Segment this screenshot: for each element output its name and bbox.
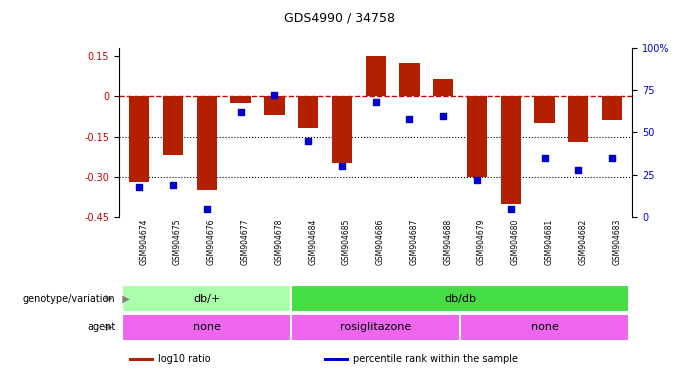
Text: GSM904686: GSM904686 — [375, 219, 385, 265]
Text: GSM904677: GSM904677 — [241, 219, 250, 265]
Bar — [197, 96, 217, 190]
Point — [438, 113, 449, 119]
Text: genotype/variation: genotype/variation — [23, 293, 116, 304]
Point — [404, 116, 415, 122]
Text: none: none — [530, 322, 558, 333]
Text: GSM904682: GSM904682 — [579, 219, 588, 265]
Point — [167, 182, 178, 188]
Text: GSM904687: GSM904687 — [409, 219, 418, 265]
Bar — [298, 96, 318, 129]
Text: GSM904675: GSM904675 — [173, 219, 182, 265]
Text: GSM904678: GSM904678 — [274, 219, 284, 265]
Bar — [122, 313, 291, 341]
Bar — [602, 96, 622, 121]
Bar — [433, 79, 454, 96]
Text: ▶: ▶ — [116, 293, 129, 304]
Text: rosiglitazone: rosiglitazone — [340, 322, 411, 333]
Text: GSM904674: GSM904674 — [139, 219, 148, 265]
Bar — [265, 96, 284, 115]
Bar — [129, 96, 150, 182]
Bar — [467, 96, 487, 177]
Point — [269, 92, 279, 98]
Bar — [460, 313, 629, 341]
Point — [472, 177, 483, 183]
Bar — [332, 96, 352, 163]
Bar — [163, 96, 183, 155]
Text: db/+: db/+ — [193, 293, 220, 304]
Text: percentile rank within the sample: percentile rank within the sample — [353, 354, 518, 364]
Point — [303, 138, 313, 144]
Point — [370, 99, 381, 105]
Text: agent: agent — [87, 322, 116, 333]
Bar — [129, 358, 154, 361]
Text: GSM904679: GSM904679 — [477, 219, 486, 265]
Text: GSM904680: GSM904680 — [511, 219, 520, 265]
Point — [201, 205, 212, 212]
Bar — [399, 63, 420, 96]
Bar — [324, 358, 349, 361]
Point — [573, 167, 584, 173]
Text: GSM904683: GSM904683 — [612, 219, 621, 265]
Bar — [500, 96, 521, 204]
Text: GSM904676: GSM904676 — [207, 219, 216, 265]
Point — [539, 155, 550, 161]
Text: GSM904681: GSM904681 — [545, 219, 554, 265]
Bar — [291, 313, 460, 341]
Text: GSM904684: GSM904684 — [308, 219, 317, 265]
Point — [505, 205, 516, 212]
Point — [337, 163, 347, 169]
Point — [607, 155, 617, 161]
Bar — [534, 96, 555, 123]
Point — [134, 184, 145, 190]
Text: log10 ratio: log10 ratio — [158, 354, 211, 364]
Text: db/db: db/db — [444, 293, 476, 304]
Bar — [366, 56, 386, 96]
Text: none: none — [193, 322, 221, 333]
Bar — [122, 285, 291, 313]
Bar — [231, 96, 251, 103]
Text: GDS4990 / 34758: GDS4990 / 34758 — [284, 12, 396, 25]
Text: GSM904688: GSM904688 — [443, 219, 452, 265]
Text: GSM904685: GSM904685 — [342, 219, 351, 265]
Bar — [568, 96, 588, 142]
Bar — [291, 285, 629, 313]
Point — [235, 109, 246, 115]
